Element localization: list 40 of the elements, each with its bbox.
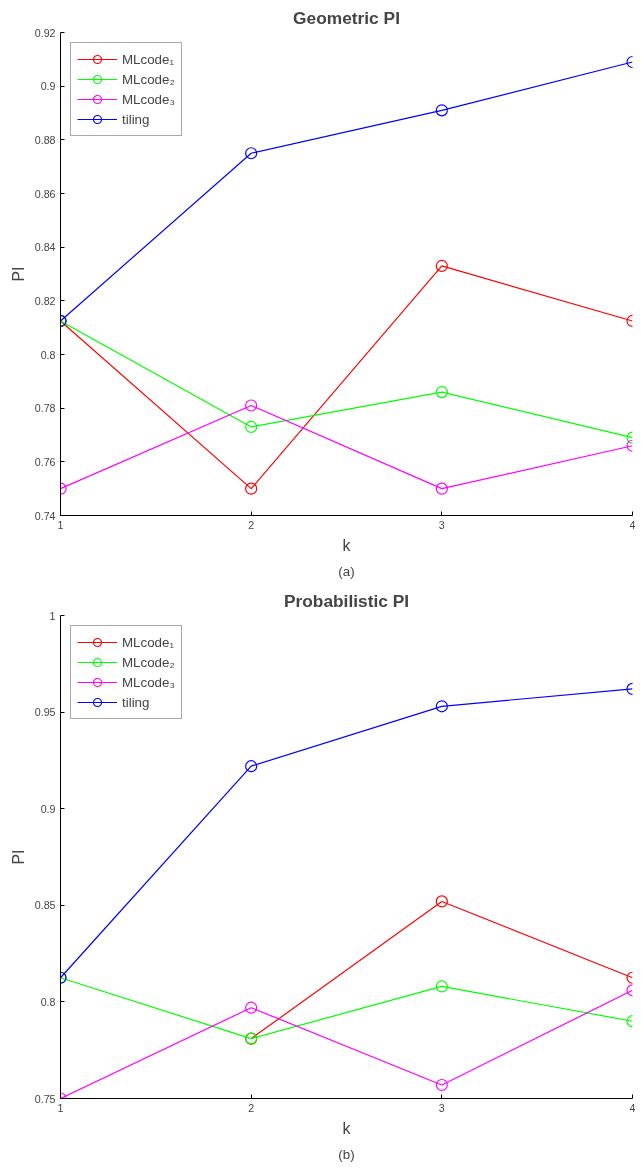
legend-label: MLcode₃	[122, 91, 175, 107]
y-tick-label: 0.88	[34, 133, 56, 146]
y-axis-title: PI	[9, 849, 27, 865]
y-tick-label: 0.74	[34, 509, 56, 522]
legend-label: MLcode₃	[122, 674, 175, 690]
y-tick-label: 0.8	[40, 995, 56, 1008]
legend-label: MLcode₂	[122, 71, 175, 87]
y-tick-label: 1	[49, 609, 56, 622]
x-tick-label: 1	[57, 1101, 64, 1114]
x-axis-title: k	[342, 536, 352, 554]
y-tick-label: 0.9	[40, 802, 56, 815]
legend-label: MLcode₂	[122, 654, 175, 670]
y-tick-label: 0.85	[34, 899, 56, 912]
text: (a)	[338, 563, 355, 579]
x-axis-title: k	[342, 1119, 352, 1137]
legend-label: tiling	[122, 694, 150, 710]
y-tick-label: 0.82	[34, 294, 56, 307]
y-tick-label: 0.95	[34, 706, 56, 719]
legend-label: MLcode₁	[122, 634, 174, 650]
x-tick-label: 2	[248, 1101, 255, 1114]
y-tick-label: 0.9	[40, 80, 56, 93]
y-tick-label: 0.86	[34, 187, 56, 200]
chart-title: Probabilistic PI	[283, 590, 410, 611]
chart-title: Geometric PI	[293, 7, 400, 28]
x-tick-label: 1	[57, 518, 64, 531]
y-tick-label: 0.92	[34, 26, 56, 39]
legend-label: tiling	[122, 111, 150, 127]
x-tick-label: 4	[629, 1101, 636, 1114]
x-tick-label: 2	[248, 518, 255, 531]
y-tick-label: 0.78	[34, 402, 56, 415]
y-tick-label: 0.75	[34, 1092, 56, 1105]
y-tick-label: 0.84	[34, 241, 56, 254]
legend-label: MLcode₁	[122, 51, 174, 67]
x-tick-label: 3	[438, 1101, 445, 1114]
x-tick-label: 4	[629, 518, 636, 531]
x-tick-label: 3	[438, 518, 445, 531]
y-tick-label: 0.76	[34, 455, 56, 468]
text: (b)	[338, 1146, 355, 1162]
y-tick-label: 0.8	[40, 348, 56, 361]
y-axis-title: PI	[9, 266, 27, 282]
